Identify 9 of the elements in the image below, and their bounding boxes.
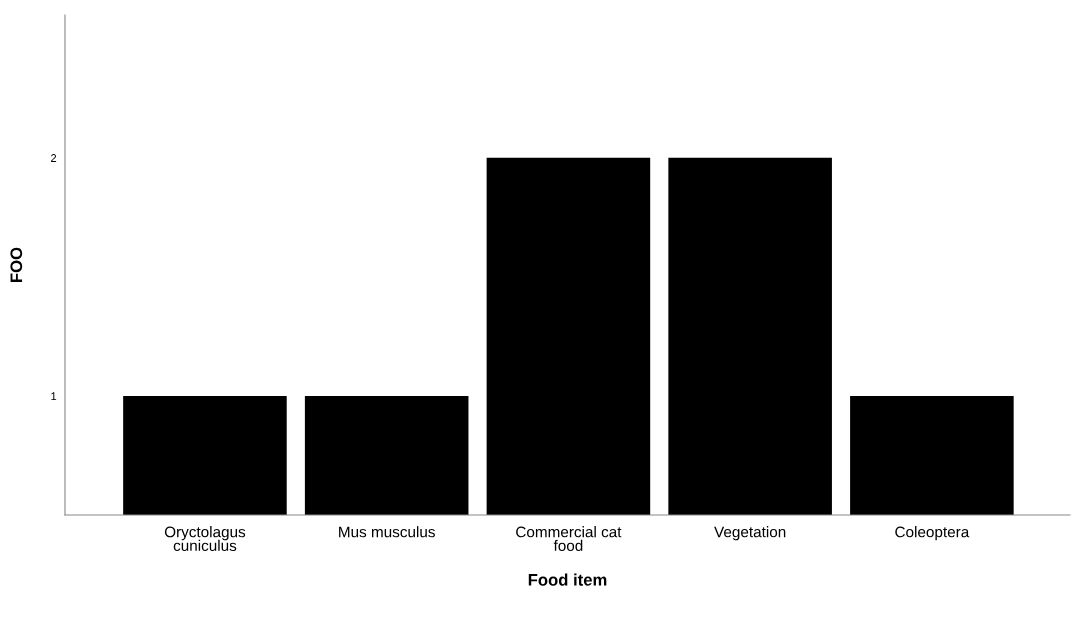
y-tick-label: 1 [51, 392, 57, 400]
x-tick-label: Coleoptera [895, 526, 970, 541]
x-tick-label: Commercial cat food [516, 526, 622, 552]
x-tick-label: Mus musculus [339, 526, 435, 538]
y-axis-title: FOO [10, 247, 23, 282]
x-tick-label: Oryctolagus cuniculus [164, 526, 246, 552]
x-tick-label: Vegetation [714, 526, 786, 541]
x-axis-title: Food item [528, 573, 607, 586]
y-tick-label: 2 [51, 154, 57, 162]
